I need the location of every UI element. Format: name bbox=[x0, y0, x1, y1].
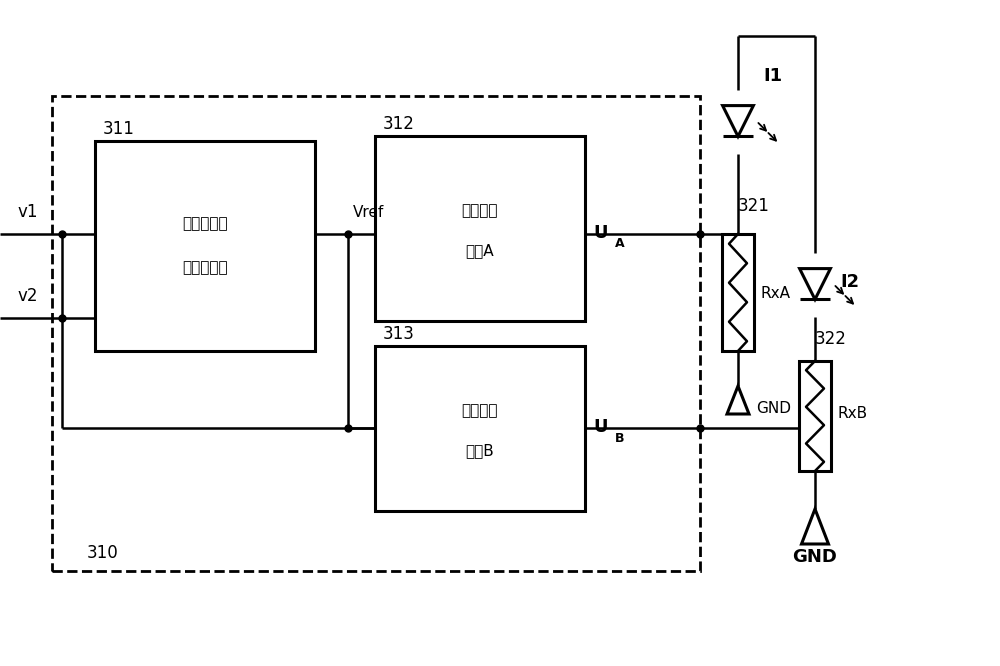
Text: 321: 321 bbox=[738, 197, 770, 215]
Text: 312: 312 bbox=[383, 115, 415, 133]
Text: 311: 311 bbox=[103, 120, 135, 138]
Text: v2: v2 bbox=[18, 287, 38, 305]
Text: 电流控制: 电流控制 bbox=[462, 203, 498, 218]
Text: 电路B: 电路B bbox=[466, 443, 494, 458]
Text: Vref: Vref bbox=[353, 205, 384, 220]
Text: RxB: RxB bbox=[837, 406, 867, 420]
Text: 均流基准信: 均流基准信 bbox=[182, 216, 228, 232]
Polygon shape bbox=[802, 509, 828, 544]
Text: GND: GND bbox=[793, 548, 837, 566]
Text: RxA: RxA bbox=[760, 286, 790, 300]
Text: U: U bbox=[593, 418, 608, 436]
Text: 号生成电路: 号生成电路 bbox=[182, 260, 228, 276]
Text: B: B bbox=[615, 432, 624, 444]
Text: 电路A: 电路A bbox=[466, 243, 494, 258]
Text: 电流控制: 电流控制 bbox=[462, 403, 498, 418]
Text: U: U bbox=[593, 224, 608, 242]
Text: A: A bbox=[615, 238, 625, 250]
Bar bbox=[722, 234, 754, 351]
Bar bbox=[375, 346, 585, 511]
Text: 310: 310 bbox=[87, 544, 119, 562]
Bar bbox=[799, 361, 831, 471]
Polygon shape bbox=[723, 106, 753, 137]
Text: I2: I2 bbox=[840, 273, 859, 291]
Bar bbox=[52, 96, 700, 571]
Polygon shape bbox=[727, 386, 749, 414]
Bar bbox=[95, 141, 315, 351]
Bar bbox=[375, 136, 585, 321]
Text: 322: 322 bbox=[815, 330, 847, 348]
Text: 313: 313 bbox=[383, 325, 415, 343]
Text: I1: I1 bbox=[763, 67, 782, 85]
Text: v1: v1 bbox=[18, 203, 38, 221]
Text: GND: GND bbox=[756, 400, 791, 416]
Polygon shape bbox=[800, 268, 830, 300]
